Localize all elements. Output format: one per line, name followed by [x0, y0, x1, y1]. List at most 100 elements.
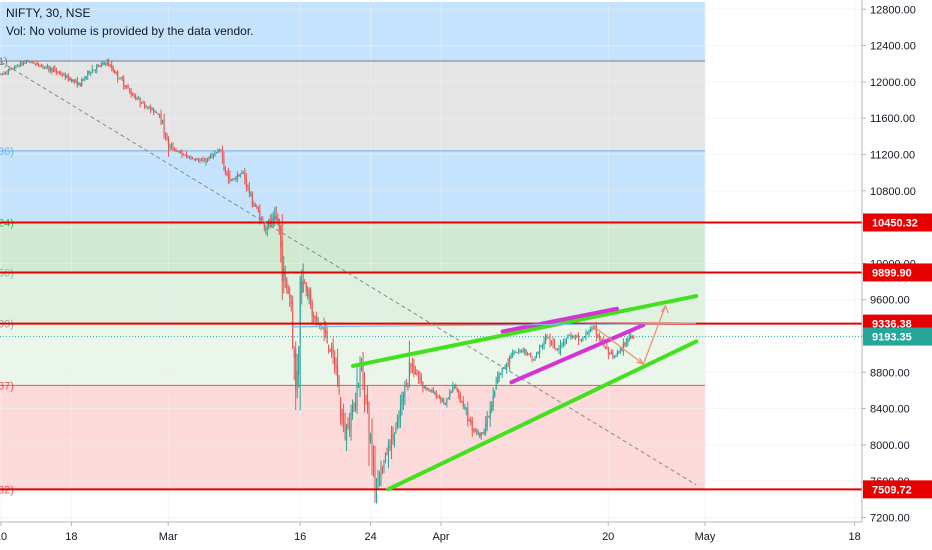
candle-body: [619, 349, 621, 352]
candle-body: [57, 71, 59, 73]
candle-body: [627, 339, 629, 343]
candle-body: [102, 63, 104, 65]
candle-body: [51, 67, 53, 72]
candle-body: [123, 79, 125, 87]
candle-body: [163, 120, 165, 134]
candle-body: [542, 344, 544, 347]
candle-body: [443, 399, 445, 404]
x-tick-label: Apr: [432, 531, 449, 543]
level-tag: 7509.72: [863, 480, 932, 499]
candle-body: [461, 401, 463, 403]
candle-body: [139, 97, 141, 103]
candle-body: [562, 342, 565, 345]
candle-body: [36, 63, 38, 65]
candle-body: [595, 326, 597, 336]
candle-body: [419, 377, 421, 380]
candle-body: [413, 365, 415, 373]
candle-body: [428, 388, 430, 391]
candle-body: [111, 65, 113, 69]
candle-body: [553, 343, 556, 349]
candle-body: [268, 220, 270, 227]
candle-body: [471, 420, 473, 431]
candle-body: [287, 288, 289, 294]
candle-body: [473, 429, 475, 431]
candle-body: [290, 301, 292, 305]
candle-body: [308, 294, 310, 298]
candle-body: [494, 391, 496, 397]
candle-body: [141, 102, 143, 104]
candle-body: [55, 68, 57, 72]
candle-body: [91, 70, 93, 73]
candle-body: [311, 302, 313, 317]
candle-body: [96, 66, 98, 70]
time-axis[interactable]: 10 18 Mar 16 24 Apr 20 May 18: [0, 521, 932, 550]
level-tag-bg: [863, 213, 932, 232]
candle-body: [486, 416, 488, 427]
candle-body: [530, 353, 532, 358]
candle-body: [525, 349, 527, 355]
candle-body: [628, 337, 630, 340]
candle-body: [265, 228, 267, 230]
candle-body: [547, 337, 550, 339]
candle-body: [6, 72, 8, 74]
candle-body: [325, 330, 327, 334]
candle-body: [193, 159, 195, 161]
candle-body: [447, 397, 449, 399]
candle-body: [135, 96, 137, 99]
candle-body: [284, 272, 286, 275]
candle-body: [329, 348, 331, 352]
candle-body: [408, 361, 410, 383]
candle-body: [556, 349, 559, 351]
y-tick-label: 8000.00: [870, 440, 910, 452]
candle-body: [453, 384, 455, 387]
candle-body: [476, 430, 478, 433]
candle-body: [465, 407, 467, 409]
candle-body: [316, 317, 318, 320]
candle-body: [188, 156, 191, 159]
candle-body: [392, 433, 394, 439]
candle-body: [15, 65, 17, 68]
y-tick-label: 12800.00: [870, 4, 916, 16]
candle-body: [227, 174, 229, 178]
candle-body: [398, 417, 400, 421]
candle-body: [105, 63, 107, 65]
candle-body: [353, 404, 355, 408]
candle-body: [238, 174, 240, 177]
candle-body: [191, 157, 194, 159]
candle-body: [124, 86, 126, 88]
trend-line-horizontal-blue: [291, 322, 697, 328]
candle-body: [347, 423, 349, 428]
current-price-tag-label: 9193.35: [872, 332, 912, 344]
candle-body: [31, 62, 33, 64]
candle-body: [426, 388, 428, 390]
candle-body: [543, 341, 545, 346]
trend-line-lower-magenta: [509, 323, 646, 385]
candle-body: [524, 348, 526, 352]
candle-body: [378, 477, 381, 480]
candle-body: [73, 79, 75, 82]
candle-body: [173, 149, 176, 151]
candle-body: [150, 106, 152, 110]
candle-body: [144, 103, 146, 107]
candle-body: [148, 107, 150, 109]
candle-body: [561, 343, 563, 345]
candle-body: [485, 424, 487, 433]
candle-body: [256, 206, 258, 208]
candle-body: [580, 338, 582, 341]
candle-body: [390, 434, 393, 450]
candle-body: [58, 72, 60, 74]
candle-body: [194, 158, 197, 161]
candle-body: [618, 351, 620, 353]
candle-body: [438, 397, 440, 399]
candle-body: [178, 151, 180, 153]
trend-lines[interactable]: [0, 61, 699, 492]
candle-body: [94, 69, 96, 71]
candle-body: [229, 177, 231, 179]
candle-body: [99, 65, 101, 67]
candle-body: [356, 385, 358, 406]
candle-body: [79, 83, 81, 87]
candle-body: [633, 337, 635, 339]
candle-body: [162, 123, 164, 125]
candle-body: [522, 350, 524, 352]
candle-body: [130, 91, 132, 95]
